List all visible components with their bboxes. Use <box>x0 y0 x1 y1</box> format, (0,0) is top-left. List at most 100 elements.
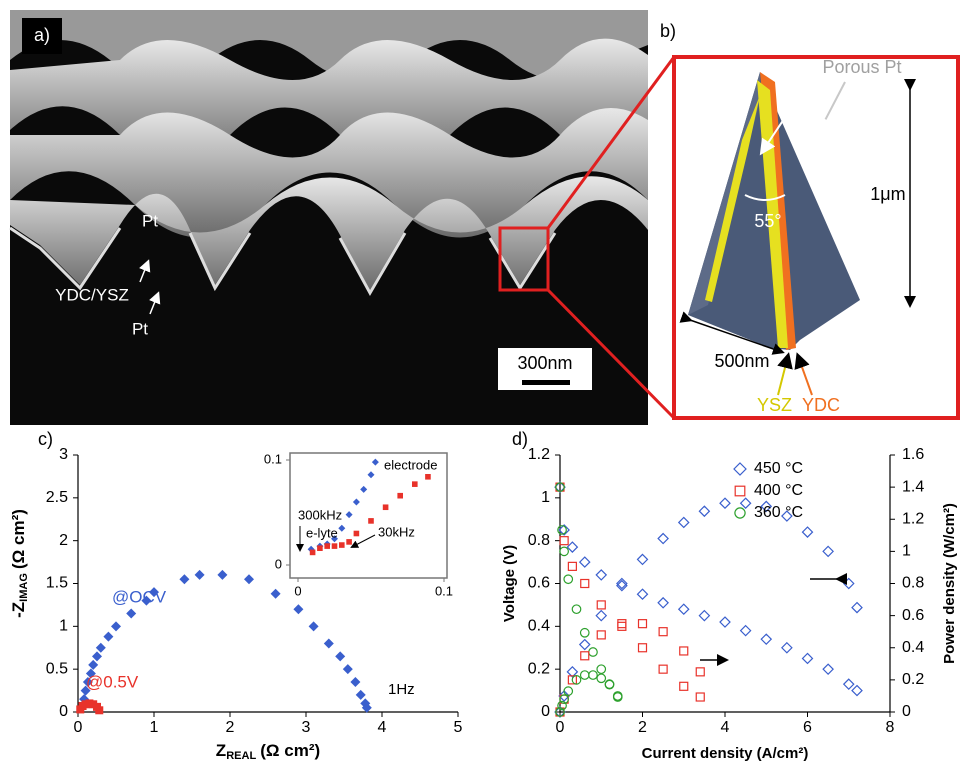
data-point <box>680 682 688 690</box>
data-point <box>658 534 668 544</box>
y2-tick-label: 0.8 <box>902 575 924 592</box>
data-point <box>572 605 581 614</box>
panel-label: a) <box>34 25 50 45</box>
data-point <box>720 617 730 627</box>
inset-annotation: electrode <box>384 457 437 472</box>
x-tick-label: 8 <box>886 719 895 736</box>
y-tick-label: 3 <box>59 446 68 463</box>
panel-b: b) Porous Pt 55° 1μm 500nm YSZ YDC <box>660 21 958 418</box>
panel-a: a) Pt YDC/YSZ Pt 300nm <box>10 10 648 425</box>
data-point <box>581 671 590 680</box>
data-point <box>618 620 626 628</box>
data-point <box>271 589 281 599</box>
y-tick-label: 0.8 <box>528 532 550 549</box>
data-point <box>195 570 205 580</box>
annotation: YDC/YSZ <box>55 285 129 304</box>
x-tick-label: 1 <box>150 719 159 736</box>
data-point <box>560 537 568 545</box>
series-label: @OCV <box>112 587 167 606</box>
y2-tick-label: 0.6 <box>902 607 924 624</box>
y-tick-label: 0.4 <box>528 618 550 635</box>
data-point <box>354 531 360 537</box>
data-point <box>317 545 323 551</box>
y-tick-label: 1.5 <box>46 575 68 592</box>
axis-label-part: IMAG <box>18 573 30 602</box>
data-point <box>679 517 689 527</box>
data-point <box>589 648 598 657</box>
data-point <box>383 504 389 510</box>
annotation: 500nm <box>714 351 769 371</box>
data-point <box>580 557 590 567</box>
data-point <box>412 481 418 487</box>
x-tick-label: 3 <box>302 719 311 736</box>
x-tick-label: 0.1 <box>435 583 453 598</box>
data-point <box>597 601 605 609</box>
legend-label: 400 °C <box>754 482 803 499</box>
y2-tick-label: 1.6 <box>902 446 924 463</box>
data-point <box>88 660 98 670</box>
data-point <box>659 665 667 673</box>
x-tick-label: 2 <box>638 719 647 736</box>
data-point <box>597 674 606 683</box>
x-tick-label: 5 <box>454 719 463 736</box>
data-point <box>581 652 589 660</box>
data-point <box>111 621 121 631</box>
data-point <box>597 631 605 639</box>
axis-label: -ZIMAG(Ω cm²) <box>9 509 29 618</box>
data-point <box>126 608 136 618</box>
y-tick-label: 0.1 <box>264 451 282 466</box>
y-tick-label: 1 <box>59 618 68 635</box>
data-point <box>589 671 598 680</box>
annotation: Porous Pt <box>822 57 901 77</box>
scale-bar <box>522 380 570 385</box>
y-tick-label: 2.5 <box>46 489 68 506</box>
data-point <box>425 474 431 480</box>
data-point <box>720 498 730 508</box>
data-point <box>696 668 704 676</box>
data-point <box>852 686 862 696</box>
inset-annotation: e-lyte <box>306 525 338 540</box>
data-point <box>368 518 374 524</box>
data-point <box>823 546 833 556</box>
y2-tick-label: 0.4 <box>902 639 924 656</box>
axis-label: Voltage (V) <box>501 545 518 622</box>
y-tick-label: 2 <box>59 532 68 549</box>
x-tick-label: 6 <box>803 719 812 736</box>
data-point <box>699 611 709 621</box>
axis-label-part: (Ω cm²) <box>9 509 28 569</box>
data-point <box>564 575 573 584</box>
data-point <box>339 542 345 548</box>
y-tick-label: 0.5 <box>46 660 68 677</box>
data-point <box>638 589 648 599</box>
data-point <box>397 493 403 499</box>
x-tick-label: 2 <box>226 719 235 736</box>
data-point <box>564 687 573 696</box>
x-tick-label: 0 <box>74 719 83 736</box>
data-point <box>350 677 360 687</box>
data-point <box>782 643 792 653</box>
data-point <box>356 690 366 700</box>
data-point <box>103 632 113 642</box>
y-tick-label: 0.6 <box>528 575 550 592</box>
axis-label-part: Z <box>216 741 226 760</box>
data-point <box>679 604 689 614</box>
annotation: YDC <box>802 395 840 415</box>
page: {"panels": { "a": {"label": "a)", "annot… <box>0 0 964 768</box>
y-tick-label: 0 <box>59 703 68 720</box>
data-point <box>335 651 345 661</box>
data-point <box>605 680 614 689</box>
data-point <box>761 634 771 644</box>
data-point <box>581 580 589 588</box>
y-tick-label: 0 <box>541 703 550 720</box>
data-point <box>596 611 606 621</box>
data-point <box>310 550 316 556</box>
y2-tick-label: 1.2 <box>902 510 924 527</box>
data-point <box>597 665 606 674</box>
data-point <box>659 628 667 636</box>
data-point <box>309 621 319 631</box>
data-point <box>696 693 704 701</box>
data-point <box>699 506 709 516</box>
data-point <box>803 527 813 537</box>
y2-tick-label: 0 <box>902 703 911 720</box>
